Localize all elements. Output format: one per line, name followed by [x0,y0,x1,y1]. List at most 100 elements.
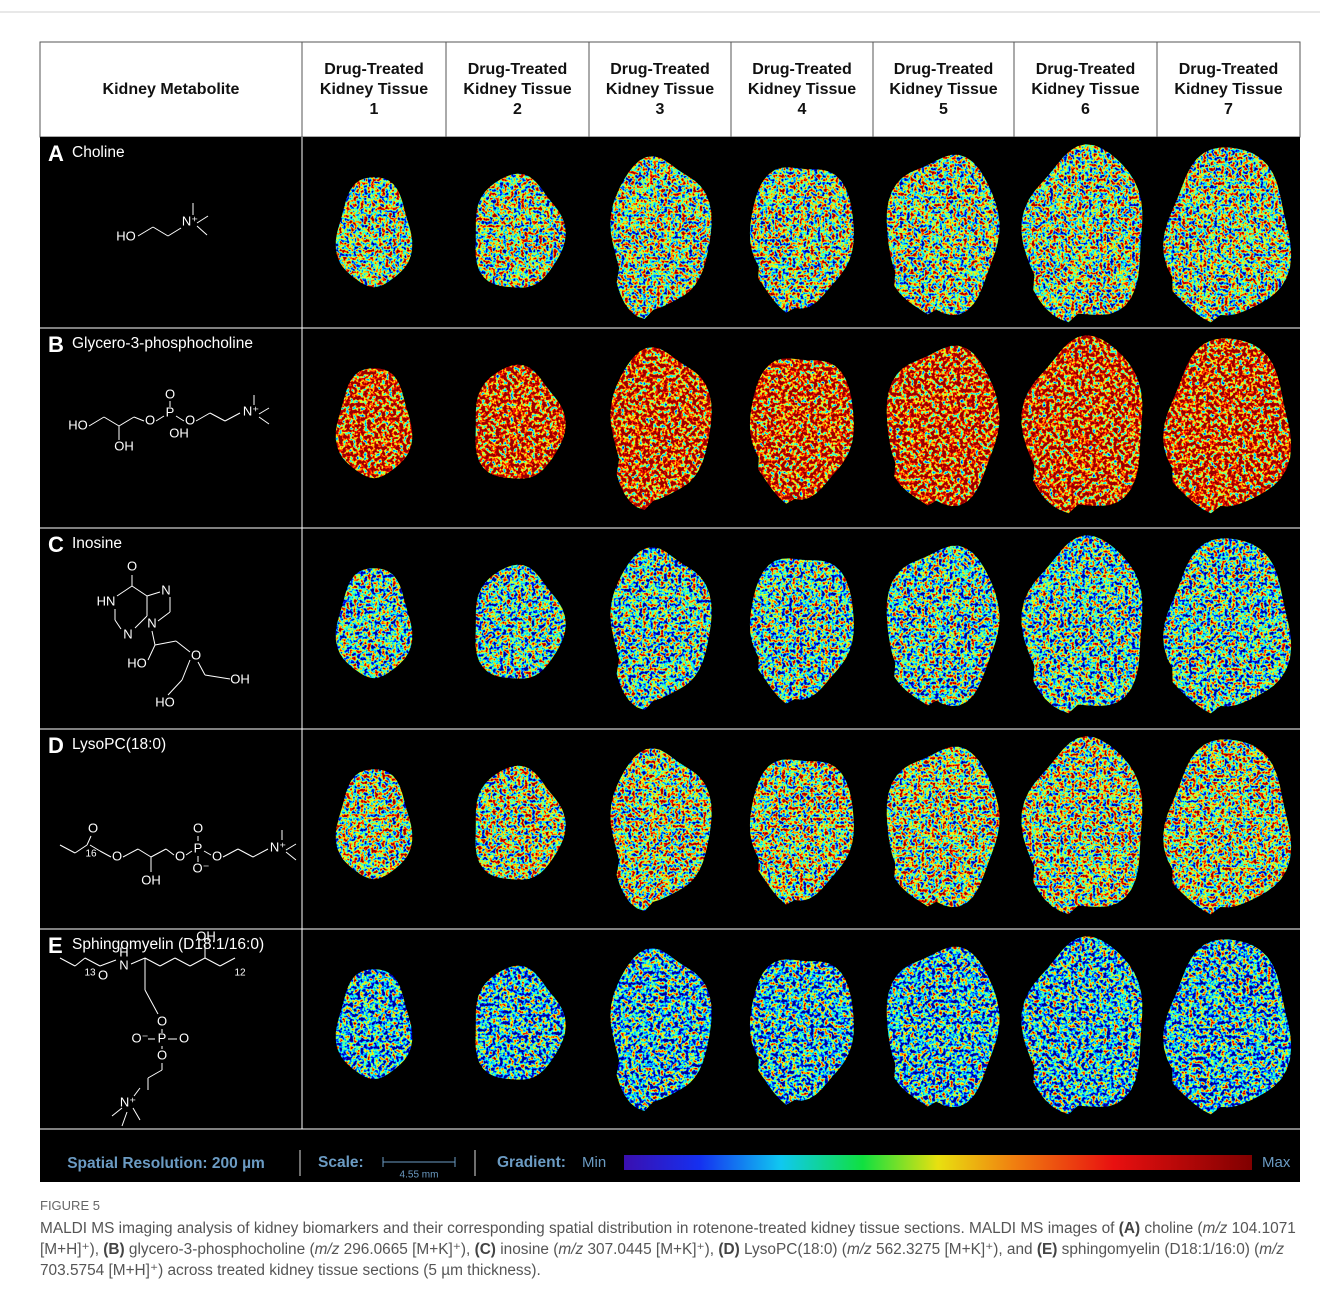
atom-label: P [166,404,175,419]
atom-label: O [98,967,108,982]
row-letter: C [48,532,64,557]
atom-label: N⁺ [243,403,259,418]
atom-label: OH [141,872,161,887]
atom-label: OH [114,438,134,453]
atom-label: HN [97,593,116,608]
gradient-max: Max [1262,1154,1291,1171]
header-tissue: Kidney Tissue [463,81,571,98]
row-letter: B [48,332,64,357]
caption: MALDI MS imaging analysis of kidney biom… [40,1218,1302,1281]
atom-label: O [212,848,222,863]
atom-label: P [158,1030,167,1045]
atom-label: OH [230,671,250,686]
header-tissue: 2 [513,101,522,118]
header-tissue: Kidney Tissue [320,81,428,98]
atom-label: OH [196,928,216,943]
header-tissue: Drug-Treated [894,61,994,78]
row-name: Glycero-3-phosphocholine [72,335,253,352]
atom-label: 12 [234,968,246,979]
atom-label: O [191,647,201,662]
atom-label: O [127,558,137,573]
caption-run: 562.3275 [M+K]⁺), and [872,1241,1037,1258]
header-tissue: Kidney Tissue [748,81,856,98]
caption-run: m/z [315,1241,340,1258]
caption-run: 307.0445 [M+K]⁺), [583,1241,718,1258]
atom-label: O [112,848,122,863]
atom-label: O [193,820,203,835]
header-tissue: Drug-Treated [468,61,568,78]
scale-length: 4.55 mm [400,1170,439,1181]
atom-label: P [194,840,203,855]
atom-label: 16 [85,849,97,860]
footer-gradient: Gradient: [497,1154,566,1171]
caption-run: (C) [475,1241,496,1258]
atom-label: N [147,615,156,630]
caption-run: LysoPC(18:0) ( [740,1241,847,1258]
caption-run: m/z [1259,1241,1284,1258]
atom-label: OH [169,425,189,440]
caption-run: choline ( [1140,1220,1202,1237]
caption-run: 703.5754 [M+H]⁺) across treated kidney t… [40,1262,541,1279]
caption-run: m/z [1203,1220,1228,1237]
atom-label: N⁺ [120,1094,136,1109]
row-letter: D [48,733,64,758]
caption-run: (A) [1119,1220,1140,1237]
atom-label: N [119,957,128,972]
atom-label: O [88,820,98,835]
row-name: Sphingomyelin (D18:1/16:0) [72,936,264,953]
row-name: Choline [72,144,125,161]
header-tissue: Kidney Tissue [889,81,997,98]
caption-run: (D) [718,1241,739,1258]
caption-run: (E) [1037,1241,1058,1258]
header-tissue: Kidney Tissue [1031,81,1139,98]
header-tissue: 5 [939,101,948,118]
header-tissue: Drug-Treated [1179,61,1279,78]
header-tissue: Drug-Treated [752,61,852,78]
page: Kidney Metabolite Spatial Resolution: 20… [0,0,1320,1315]
header-tissue: 3 [656,101,665,118]
atom-label: O [179,1030,189,1045]
row-letter: E [48,933,63,958]
caption-run: m/z [847,1241,872,1258]
header-tissue: Drug-Treated [610,61,710,78]
atom-label: O⁻ [193,860,210,875]
header-metabolite: Kidney Metabolite [103,81,240,98]
atom-label: HO [116,228,136,243]
gradient-bar [624,1155,1252,1170]
caption-run: MALDI MS imaging analysis of kidney biom… [40,1220,1119,1237]
caption-run: glycero-3-phosphocholine ( [125,1241,315,1258]
header-tissue: Kidney Tissue [606,81,714,98]
atom-label: O⁻ [132,1030,149,1045]
atom-label: N⁺ [270,839,286,854]
atom-label: O [157,1047,167,1062]
atom-label: O [175,848,185,863]
atom-label: O [165,386,175,401]
atom-label: HO [127,655,147,670]
header-tissue: 1 [370,101,379,118]
atom-label: HO [68,417,88,432]
row-name: LysoPC(18:0) [72,736,166,753]
atom-label: N [161,582,170,597]
row-name: Inosine [72,535,122,552]
atom-label: O [145,412,155,427]
header-tissue: 6 [1081,101,1090,118]
atom-label: HO [155,694,175,709]
footer-resolution: Spatial Resolution: 200 µm [67,1155,265,1172]
caption-run: 296.0665 [M+K]⁺), [339,1241,474,1258]
row-letter: A [48,141,64,166]
header-tissue: Kidney Tissue [1174,81,1282,98]
caption-run: inosine ( [496,1241,558,1258]
atom-label: 13 [84,968,96,979]
header-tissue: Drug-Treated [324,61,424,78]
atom-label: O [157,1013,167,1028]
header-tissue: 7 [1224,101,1233,118]
gradient-min: Min [582,1154,606,1171]
header-tissue: Drug-Treated [1036,61,1136,78]
footer-scale: Scale: [318,1154,364,1171]
caption-run: m/z [558,1241,583,1258]
caption-label: FIGURE 5 [40,1198,100,1213]
caption-run: (B) [103,1241,124,1258]
figure: Kidney Metabolite Spatial Resolution: 20… [0,0,1320,1190]
header-tissue: 4 [798,101,807,118]
caption-run: sphingomyelin (D18:1/16:0) ( [1057,1241,1259,1258]
